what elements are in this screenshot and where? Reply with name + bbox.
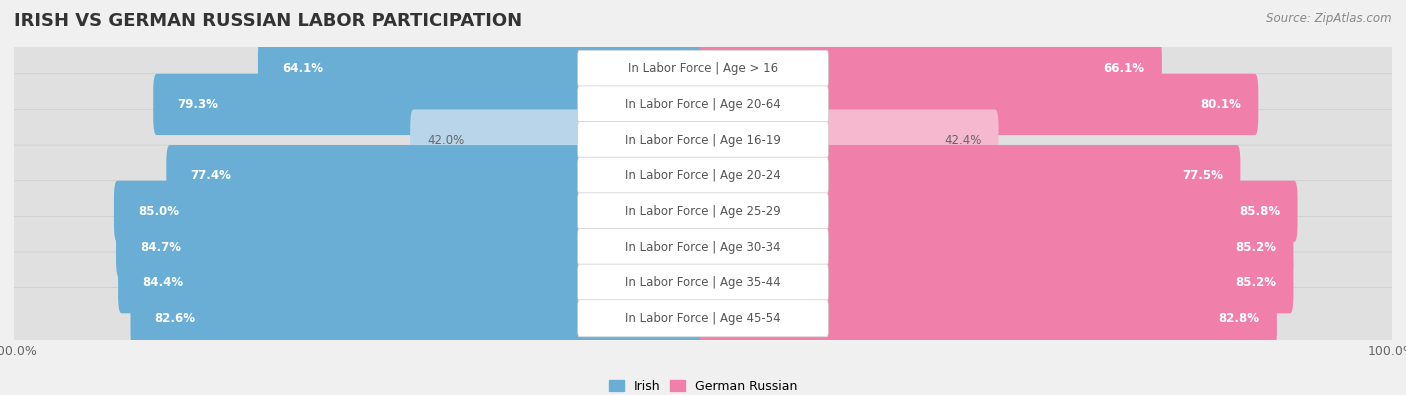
Text: 82.6%: 82.6% xyxy=(155,312,195,325)
Text: Source: ZipAtlas.com: Source: ZipAtlas.com xyxy=(1267,12,1392,25)
FancyBboxPatch shape xyxy=(11,181,1395,242)
FancyBboxPatch shape xyxy=(700,288,1277,349)
FancyBboxPatch shape xyxy=(700,216,1294,278)
Text: 85.2%: 85.2% xyxy=(1236,241,1277,254)
FancyBboxPatch shape xyxy=(578,264,828,301)
Text: 84.7%: 84.7% xyxy=(141,241,181,254)
FancyBboxPatch shape xyxy=(11,252,1395,313)
Text: 85.8%: 85.8% xyxy=(1239,205,1281,218)
FancyBboxPatch shape xyxy=(700,38,1161,100)
FancyBboxPatch shape xyxy=(11,38,1395,100)
FancyBboxPatch shape xyxy=(131,288,706,349)
Text: 85.2%: 85.2% xyxy=(1236,276,1277,289)
Text: In Labor Force | Age > 16: In Labor Force | Age > 16 xyxy=(628,62,778,75)
Text: 82.8%: 82.8% xyxy=(1219,312,1260,325)
FancyBboxPatch shape xyxy=(257,38,706,100)
Text: IRISH VS GERMAN RUSSIAN LABOR PARTICIPATION: IRISH VS GERMAN RUSSIAN LABOR PARTICIPAT… xyxy=(14,12,522,30)
FancyBboxPatch shape xyxy=(578,300,828,337)
Text: 64.1%: 64.1% xyxy=(283,62,323,75)
Text: 42.4%: 42.4% xyxy=(943,134,981,147)
Text: 66.1%: 66.1% xyxy=(1104,62,1144,75)
FancyBboxPatch shape xyxy=(700,74,1258,135)
Text: 77.4%: 77.4% xyxy=(190,169,232,182)
Text: In Labor Force | Age 35-44: In Labor Force | Age 35-44 xyxy=(626,276,780,289)
FancyBboxPatch shape xyxy=(11,74,1395,135)
FancyBboxPatch shape xyxy=(578,228,828,265)
FancyBboxPatch shape xyxy=(700,109,998,171)
Text: In Labor Force | Age 45-54: In Labor Force | Age 45-54 xyxy=(626,312,780,325)
FancyBboxPatch shape xyxy=(578,193,828,230)
FancyBboxPatch shape xyxy=(114,181,706,242)
FancyBboxPatch shape xyxy=(578,157,828,194)
Text: 77.5%: 77.5% xyxy=(1182,169,1223,182)
Text: 84.4%: 84.4% xyxy=(142,276,183,289)
FancyBboxPatch shape xyxy=(166,145,706,206)
FancyBboxPatch shape xyxy=(578,86,828,123)
Text: In Labor Force | Age 20-24: In Labor Force | Age 20-24 xyxy=(626,169,780,182)
Text: In Labor Force | Age 16-19: In Labor Force | Age 16-19 xyxy=(626,134,780,147)
FancyBboxPatch shape xyxy=(578,122,828,159)
Text: 42.0%: 42.0% xyxy=(427,134,464,147)
FancyBboxPatch shape xyxy=(700,145,1240,206)
FancyBboxPatch shape xyxy=(700,181,1298,242)
FancyBboxPatch shape xyxy=(11,216,1395,278)
FancyBboxPatch shape xyxy=(11,288,1395,349)
FancyBboxPatch shape xyxy=(700,252,1294,313)
FancyBboxPatch shape xyxy=(411,109,706,171)
FancyBboxPatch shape xyxy=(153,74,706,135)
FancyBboxPatch shape xyxy=(11,145,1395,206)
Text: In Labor Force | Age 25-29: In Labor Force | Age 25-29 xyxy=(626,205,780,218)
Text: In Labor Force | Age 30-34: In Labor Force | Age 30-34 xyxy=(626,241,780,254)
FancyBboxPatch shape xyxy=(11,109,1395,171)
Text: 85.0%: 85.0% xyxy=(138,205,179,218)
Text: 80.1%: 80.1% xyxy=(1201,98,1241,111)
FancyBboxPatch shape xyxy=(578,50,828,87)
Text: In Labor Force | Age 20-64: In Labor Force | Age 20-64 xyxy=(626,98,780,111)
Legend: Irish, German Russian: Irish, German Russian xyxy=(603,375,803,395)
Text: 79.3%: 79.3% xyxy=(177,98,218,111)
FancyBboxPatch shape xyxy=(118,252,706,313)
FancyBboxPatch shape xyxy=(117,216,706,278)
